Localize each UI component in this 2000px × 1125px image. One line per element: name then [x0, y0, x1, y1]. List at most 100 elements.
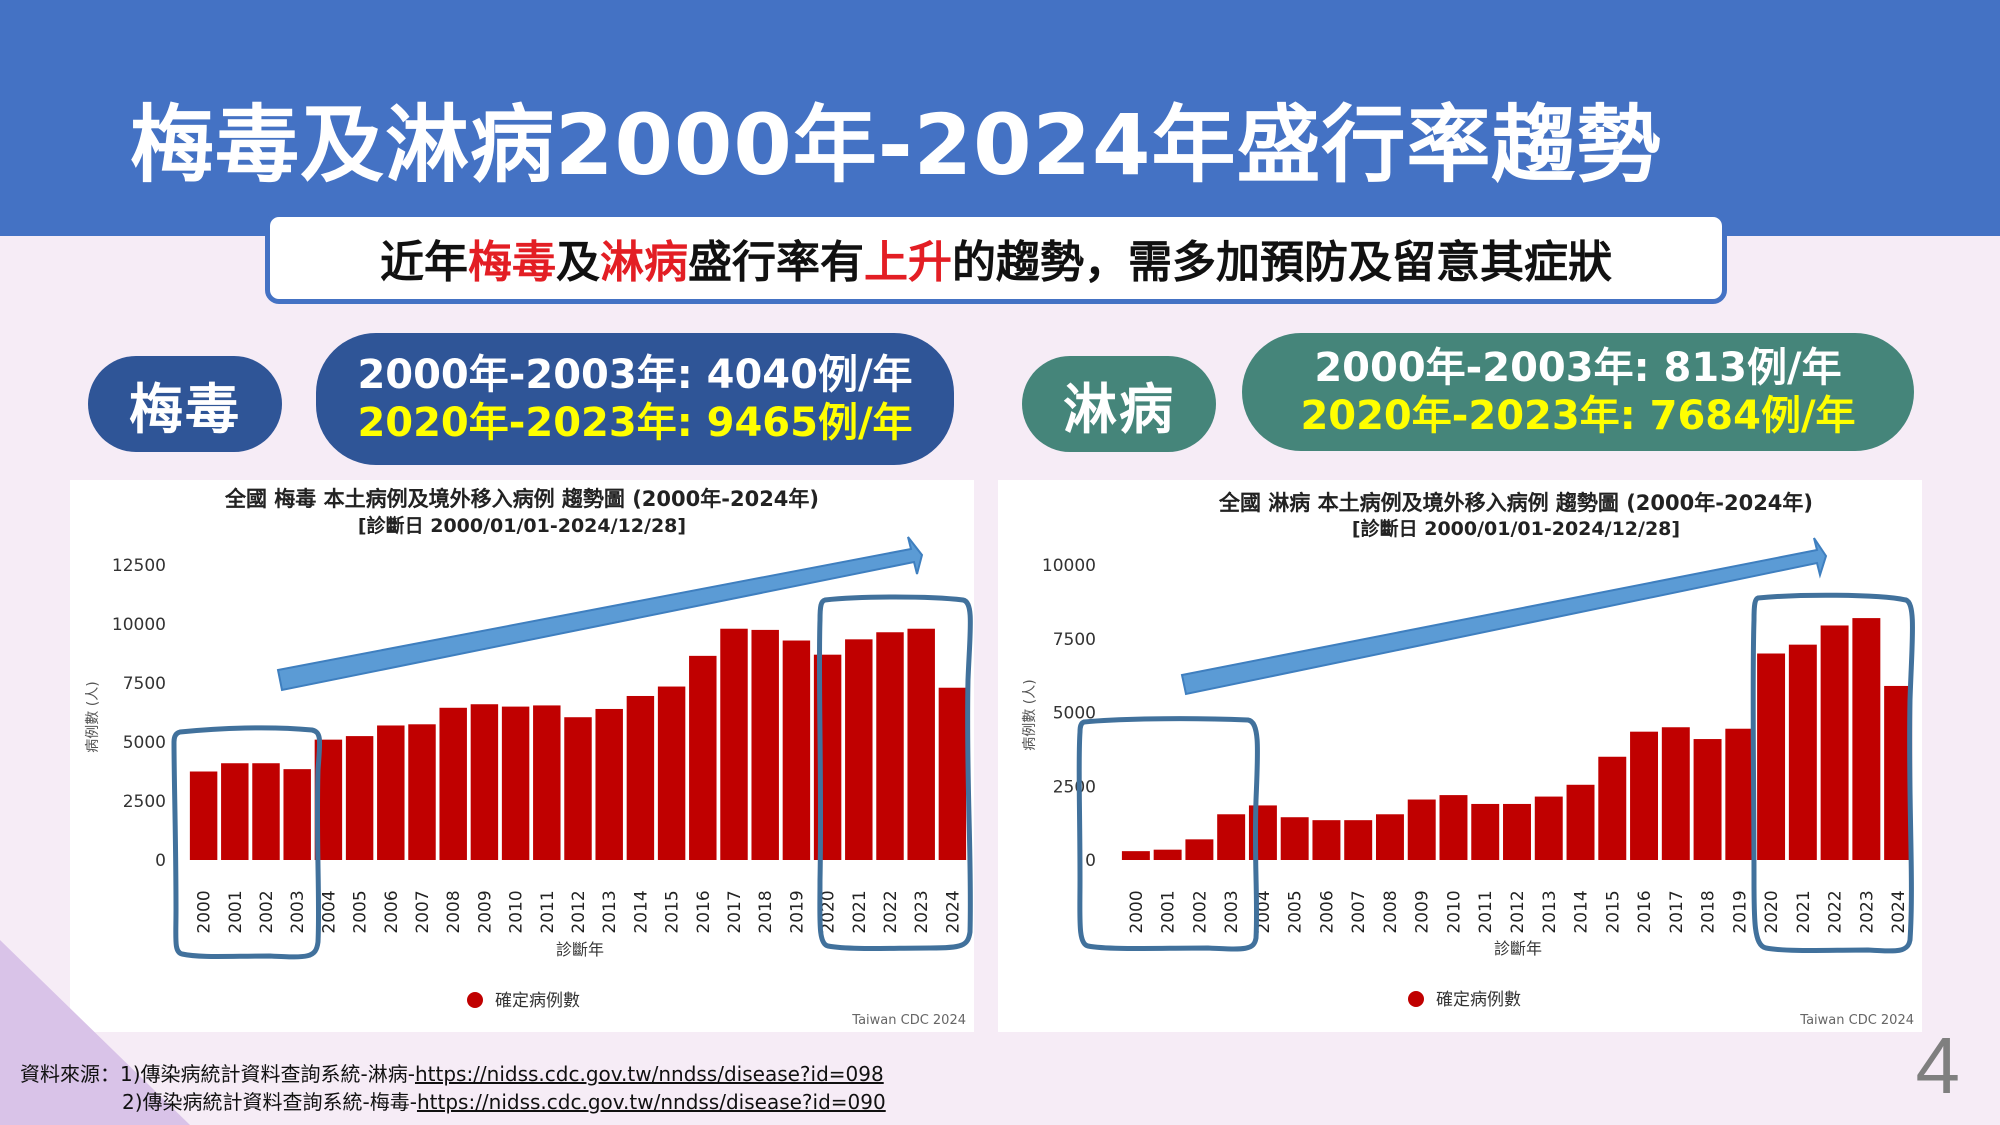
y-tick-label: 2500 [123, 792, 166, 812]
source-1-text: 1)傳染病統計資料查詢系統-淋病- [120, 1062, 415, 1086]
bar-2006[interactable] [1312, 820, 1341, 860]
syphilis-chart: 全國 梅毒 本土病例及境外移入病例 趨勢圖 (2000年-2024年) [診斷日… [85, 487, 973, 1028]
bar-2016[interactable] [689, 655, 717, 860]
x-tick-label: 2013 [600, 890, 620, 933]
bar-2002[interactable] [1185, 839, 1214, 860]
x-tick-label: 2015 [1603, 890, 1623, 933]
x-tick-label: 2016 [1635, 890, 1655, 933]
gonorrhea-chart: 全國 淋病 本土病例及境外移入病例 趨勢圖 (2000年-2024年) [診斷日… [1022, 491, 1915, 1028]
x-tick-label: 2015 [663, 890, 683, 933]
syphilis-label: 梅毒 [129, 377, 241, 441]
bar-2017[interactable] [1661, 727, 1690, 860]
bar-2000[interactable] [1121, 851, 1150, 860]
bar-2020[interactable] [1757, 653, 1786, 861]
bar-2022[interactable] [876, 632, 904, 860]
key-message-highlight-syphilis: 梅毒 [468, 237, 556, 288]
bar-2005[interactable] [345, 736, 374, 860]
bar-2001[interactable] [1153, 849, 1182, 860]
x-tick-label: 2004 [319, 890, 339, 933]
bar-2001[interactable] [221, 763, 249, 860]
header-banner [0, 0, 2000, 236]
bar-2017[interactable] [720, 628, 748, 860]
trend-arrow [1180, 537, 1828, 696]
bar-2013[interactable] [1534, 796, 1563, 860]
x-axis-label: 診斷年 [1494, 939, 1542, 958]
bar-2003[interactable] [1217, 814, 1246, 860]
bar-2007[interactable] [408, 724, 436, 860]
bar-2019[interactable] [1725, 728, 1754, 860]
source-prefix: 資料來源： [20, 1062, 120, 1086]
bar-2023[interactable] [907, 628, 935, 860]
x-tick-label: 2002 [1190, 890, 1210, 933]
bar-2013[interactable] [595, 708, 623, 860]
x-tick-label: 2019 [787, 890, 807, 933]
bar-2011[interactable] [1471, 803, 1500, 860]
key-message-box: 近年 梅毒及淋病 盛行率有 上升 的趨勢，需多加預防及留意其症狀 [265, 212, 1727, 304]
bar-2018[interactable] [1693, 739, 1722, 860]
bar-2010[interactable] [1439, 795, 1468, 860]
chart-subtitle: [診斷日 2000/01/01-2024/12/28] [1352, 517, 1680, 540]
chart-title: 全國 梅毒 本土病例及境外移入病例 趨勢圖 (2000年-2024年) [224, 487, 819, 511]
bar-2005[interactable] [1280, 817, 1309, 860]
bar-2016[interactable] [1630, 731, 1659, 860]
bar-2002[interactable] [252, 763, 280, 860]
chart-subtitle: [診斷日 2000/01/01-2024/12/28] [358, 514, 686, 537]
x-tick-label: 2006 [1317, 890, 1337, 933]
bar-2000[interactable] [189, 771, 218, 861]
x-tick-label: 2008 [444, 890, 464, 933]
x-tick-label: 2003 [288, 890, 308, 933]
x-tick-label: 2005 [351, 890, 371, 933]
bar-2007[interactable] [1344, 820, 1373, 860]
x-tick-label: 2008 [1381, 890, 1401, 933]
bar-2008[interactable] [439, 707, 467, 860]
bar-2011[interactable] [533, 705, 561, 860]
x-tick-label: 2018 [756, 890, 776, 933]
bar-2008[interactable] [1375, 814, 1404, 860]
key-message-highlight-rise: 上升 [864, 237, 952, 288]
key-message-text-2: 及 [556, 237, 600, 288]
bar-2018[interactable] [751, 629, 779, 860]
gonorrhea-stat-new: 2020年-2023年: 7684例/年 [1300, 393, 1856, 439]
legend-label: 確定病例數 [1436, 990, 1521, 1010]
x-tick-label: 2023 [912, 890, 932, 933]
bar-2015[interactable] [1598, 756, 1627, 860]
bar-2022[interactable] [1820, 625, 1849, 860]
x-tick-label: 2007 [413, 890, 433, 933]
x-axis-label: 診斷年 [556, 940, 604, 959]
bar-2024[interactable] [938, 687, 967, 860]
source-2-link[interactable]: https://nidss.cdc.gov.tw/nndss/disease?i… [416, 1090, 886, 1114]
y-tick-label: 5000 [1053, 704, 1096, 724]
page-number: 4 [1915, 1021, 1961, 1110]
x-tick-label: 2020 [1762, 890, 1782, 933]
bar-2003[interactable] [283, 769, 311, 860]
bar-2014[interactable] [1566, 784, 1595, 860]
bar-2006[interactable] [377, 725, 405, 860]
x-tick-label: 2005 [1286, 890, 1306, 933]
source-1-link[interactable]: https://nidss.cdc.gov.tw/nndss/disease?i… [414, 1062, 884, 1086]
x-tick-label: 2012 [569, 890, 589, 933]
y-tick-label: 0 [1085, 851, 1096, 871]
x-tick-label: 2010 [1444, 890, 1464, 933]
bar-2009[interactable] [470, 704, 499, 860]
x-tick-label: 2007 [1349, 890, 1369, 933]
x-tick-label: 2009 [1413, 890, 1433, 933]
source-note: 資料來源：1)傳染病統計資料查詢系統-淋病-https://nidss.cdc.… [20, 1060, 886, 1116]
bar-2012[interactable] [1503, 803, 1531, 860]
bar-2019[interactable] [782, 640, 811, 860]
source-line-1: 資料來源：1)傳染病統計資料查詢系統-淋病-https://nidss.cdc.… [20, 1060, 886, 1088]
bar-2009[interactable] [1407, 799, 1436, 860]
bar-2021[interactable] [1788, 644, 1817, 860]
bar-2012[interactable] [564, 717, 592, 860]
x-tick-label: 2023 [1857, 890, 1877, 933]
bar-2021[interactable] [845, 639, 873, 860]
chart-credit: Taiwan CDC 2024 [851, 1013, 966, 1028]
bar-2010[interactable] [501, 706, 530, 860]
x-tick-label: 2013 [1540, 890, 1560, 933]
highlight-frame-recent [816, 594, 973, 951]
bar-2015[interactable] [657, 686, 686, 860]
bar-2014[interactable] [626, 695, 655, 860]
gonorrhea-label-pill: 淋病 [1022, 356, 1216, 452]
x-tick-label: 2024 [943, 890, 963, 933]
x-tick-label: 2017 [1667, 890, 1687, 933]
bar-2023[interactable] [1852, 618, 1881, 860]
